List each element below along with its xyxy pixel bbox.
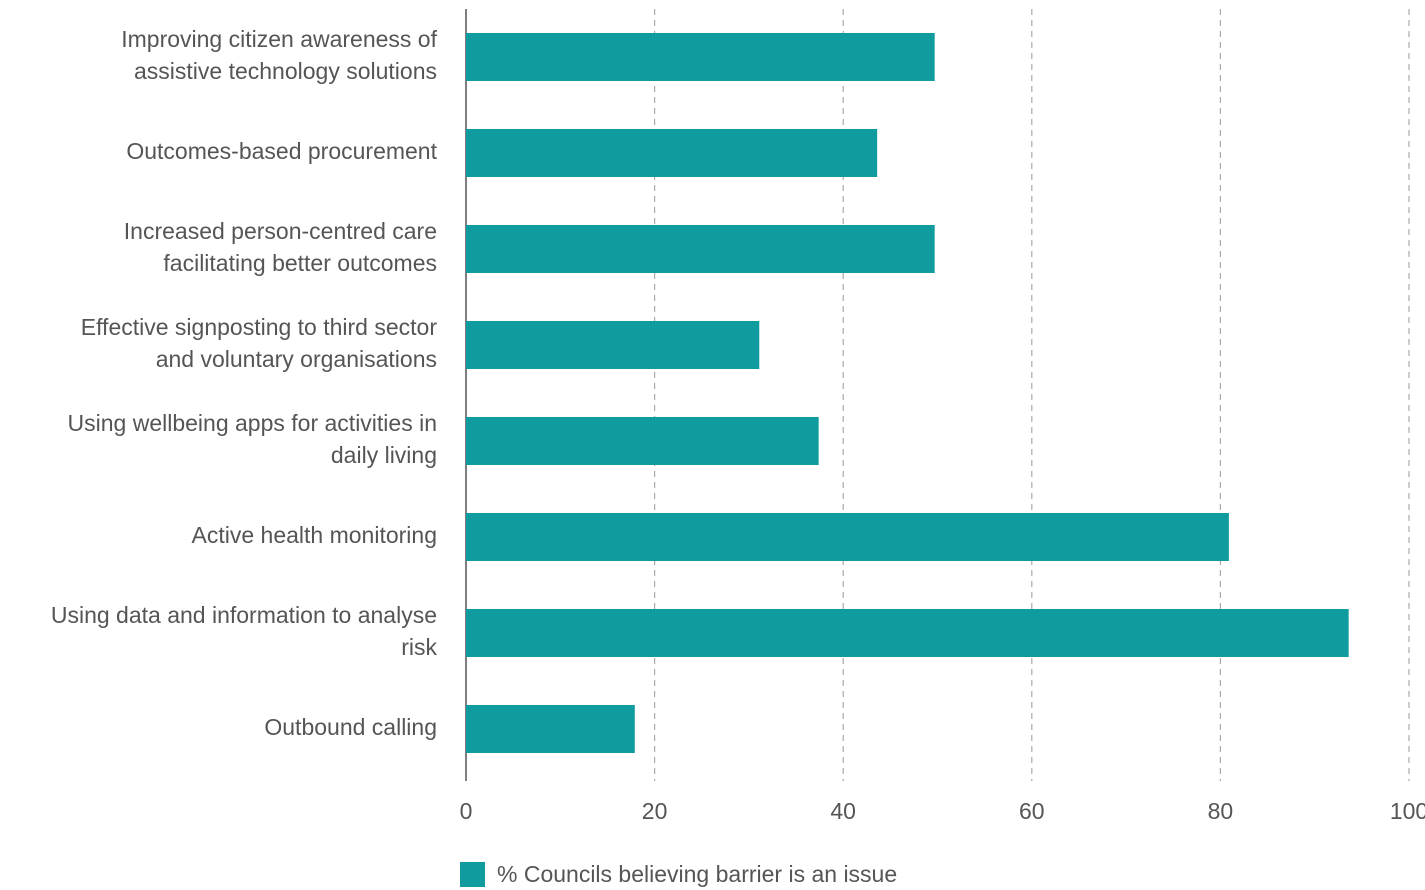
x-tick-label: 40 [830, 798, 856, 824]
x-tick-label: 0 [460, 798, 473, 824]
legend-label: % Councils believing barrier is an issue [497, 861, 897, 887]
y-tick-label: Active health monitoring [192, 522, 437, 548]
legend-swatch [460, 862, 485, 887]
x-tick-label: 20 [642, 798, 668, 824]
y-tick-label: daily living [331, 442, 437, 468]
y-tick-label: and voluntary organisations [156, 346, 437, 372]
y-tick-label: risk [401, 634, 437, 660]
x-tick-label: 100 [1390, 798, 1425, 824]
x-tick-label: 60 [1019, 798, 1045, 824]
bar [466, 417, 819, 465]
bar [466, 129, 878, 177]
bar [466, 33, 935, 81]
y-tick-label: Using wellbeing apps for activities in [68, 410, 437, 436]
bar [466, 225, 935, 273]
bar [466, 513, 1229, 561]
y-tick-label: Increased person-centred care [124, 218, 437, 244]
bar [466, 321, 760, 369]
y-tick-label: Outcomes-based procurement [126, 138, 437, 164]
bar [466, 705, 635, 753]
y-tick-label: facilitating better outcomes [163, 250, 437, 276]
y-tick-label: Using data and information to analyse [51, 602, 437, 628]
x-tick-label: 80 [1208, 798, 1234, 824]
bar [466, 609, 1349, 657]
y-tick-label: assistive technology solutions [134, 58, 437, 84]
y-tick-label: Effective signposting to third sector [81, 314, 438, 340]
y-tick-label: Outbound calling [264, 714, 437, 740]
y-tick-label: Improving citizen awareness of [121, 26, 437, 52]
